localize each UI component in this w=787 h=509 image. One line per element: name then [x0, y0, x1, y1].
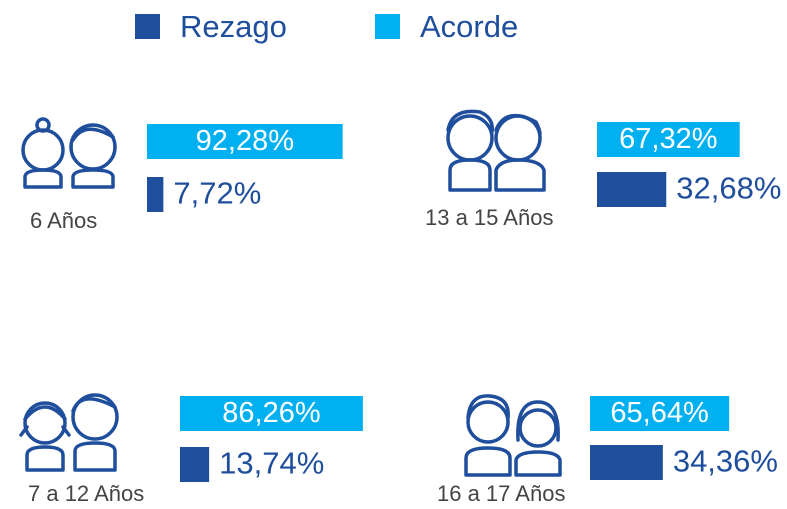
bar — [180, 396, 363, 431]
legend-swatch — [135, 14, 160, 39]
value-label: 34,36% — [673, 444, 778, 479]
icon-16 — [464, 394, 562, 477]
category-label: 13 a 15 Años — [425, 205, 553, 230]
category-label: 16 a 17 Años — [437, 481, 565, 506]
icon-6 — [21, 117, 117, 189]
value-label: 67,32% — [619, 123, 717, 155]
bar — [590, 396, 730, 431]
bar — [597, 122, 740, 157]
value-label: 92,28% — [196, 125, 294, 157]
category-label: 6 Años — [30, 208, 97, 233]
icon-13 — [446, 109, 546, 192]
bar — [597, 172, 667, 207]
icon-7 — [19, 393, 119, 472]
value-label: 65,64% — [610, 397, 708, 429]
category-label: 7 a 12 Años — [28, 481, 144, 506]
bar — [147, 124, 343, 159]
legend-swatch — [375, 14, 400, 39]
bar — [180, 447, 210, 482]
value-label: 86,26% — [222, 397, 320, 429]
bar — [590, 445, 663, 480]
value-label: 13,74% — [219, 446, 324, 481]
legend-label: Acorde — [420, 9, 518, 44]
legend-label: Rezago — [180, 9, 287, 44]
bar — [147, 177, 164, 212]
value-label: 32,68% — [676, 171, 781, 206]
value-label: 7,72% — [173, 176, 261, 211]
